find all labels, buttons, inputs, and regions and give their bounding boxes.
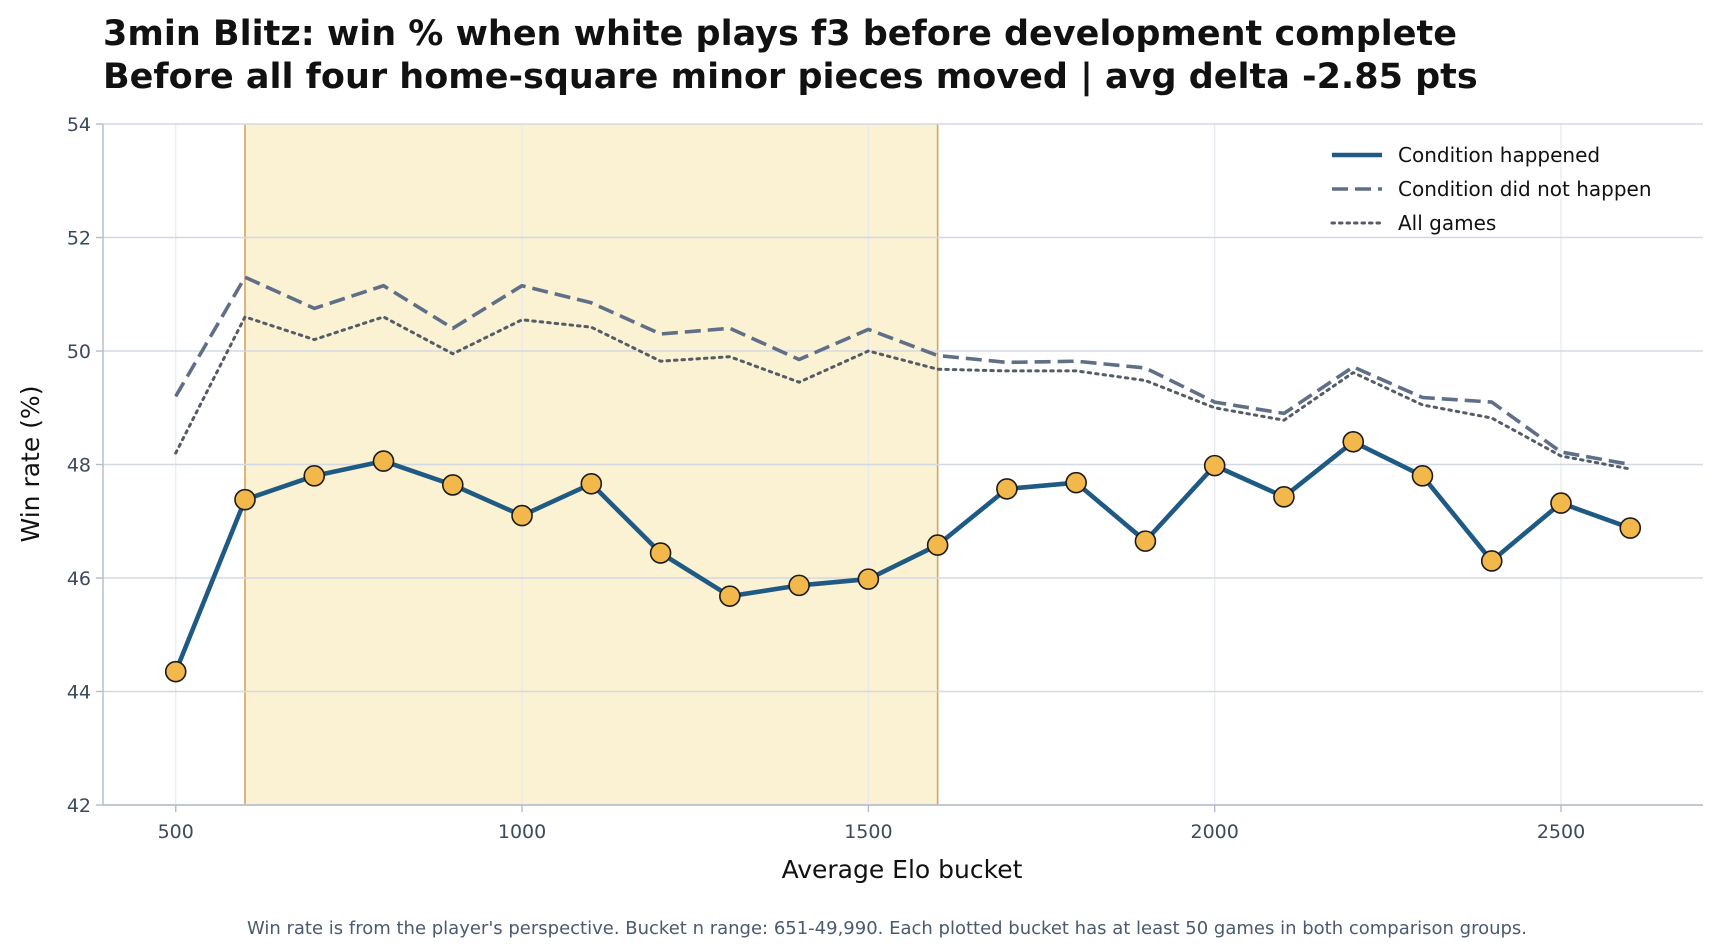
- marker-layer: [164, 430, 1642, 683]
- legend-label: Condition did not happen: [1398, 177, 1652, 201]
- x-tick-label: 2000: [1191, 821, 1239, 843]
- legend-label: All games: [1398, 211, 1496, 235]
- data-point: [857, 568, 880, 590]
- data-point: [1273, 486, 1295, 508]
- data-point: [1480, 550, 1503, 572]
- x-tick-label: 1500: [844, 821, 892, 843]
- data-point: [788, 574, 810, 597]
- data-point: [1134, 530, 1157, 552]
- data-point: [996, 478, 1018, 500]
- data-point: [1342, 430, 1365, 453]
- axes-layer: 42 44 46 48 50 52 54 500 1000 1500 2000 2500: [67, 114, 1703, 843]
- data-point: [649, 542, 672, 564]
- chart-title: 3min Blitz: win % when white plays f3 be…: [103, 14, 1457, 54]
- series-layer: [173, 275, 1632, 673]
- data-point: [1203, 454, 1226, 477]
- data-point: [234, 488, 256, 511]
- x-axis-label: Average Elo bucket: [782, 855, 1023, 884]
- data-point: [441, 474, 464, 496]
- data-point: [926, 534, 949, 556]
- y-tick-label: 46: [67, 568, 91, 590]
- series-line-solid: [173, 439, 1632, 673]
- data-point: [719, 585, 741, 607]
- data-point: [372, 450, 395, 472]
- data-point: [580, 472, 603, 495]
- y-tick-label: 42: [67, 795, 91, 817]
- y-tick-label: 50: [67, 341, 91, 363]
- legend: Condition happened Condition did not happ…: [1330, 143, 1652, 235]
- y-tick-label: 52: [67, 228, 91, 250]
- data-point: [1550, 492, 1572, 514]
- y-axis-label: Win rate (%): [16, 386, 45, 543]
- y-tick-label: 48: [67, 455, 91, 477]
- series-line-dotted: [174, 315, 1632, 471]
- legend-label: Condition happened: [1398, 143, 1600, 167]
- footnote: Win rate is from the player's perspectiv…: [247, 918, 1527, 939]
- data-point: [1065, 471, 1087, 494]
- data-point: [164, 660, 187, 683]
- y-tick-label: 54: [67, 114, 91, 136]
- x-tick-label: 500: [158, 821, 194, 843]
- series-line-dashed: [174, 275, 1631, 467]
- x-tick-label: 2500: [1537, 821, 1585, 843]
- data-point: [303, 465, 326, 487]
- data-point: [511, 504, 533, 527]
- y-tick-label: 44: [67, 682, 91, 704]
- chart-subtitle: Before all four home-square minor pieces…: [103, 57, 1478, 97]
- x-tick-label: 1000: [498, 821, 546, 843]
- data-point: [1619, 517, 1642, 539]
- data-point: [1411, 465, 1434, 487]
